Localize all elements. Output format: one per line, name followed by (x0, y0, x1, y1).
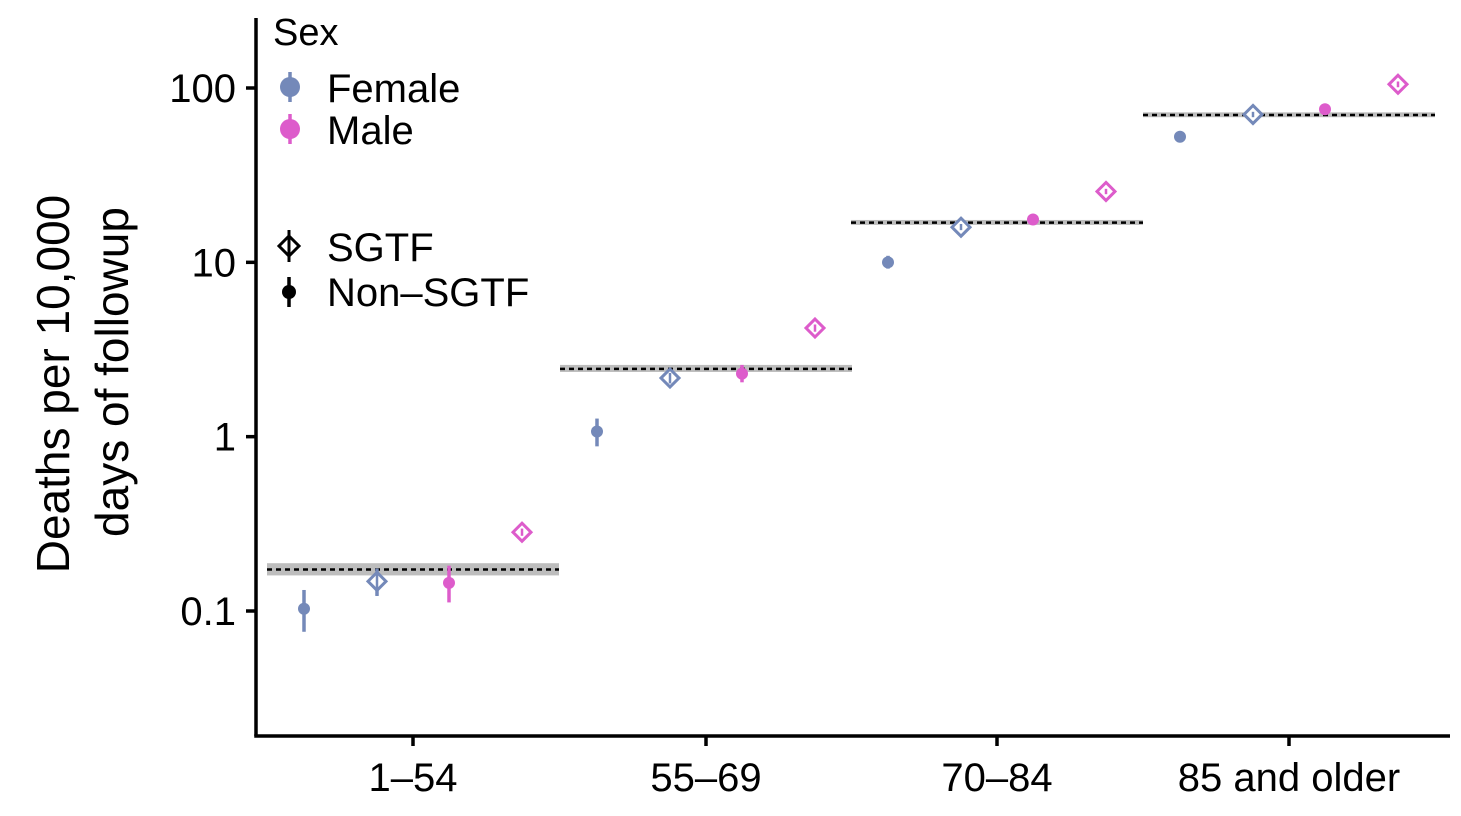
legend-label-female: Female (327, 67, 460, 111)
x-tick-label-55-69: 55–69 (650, 756, 761, 800)
point-male-non-sgtf-1-54 (443, 576, 455, 589)
legend-male-dot (280, 119, 300, 139)
point-female-non-sgtf-70-84 (882, 256, 894, 269)
point-male-non-sgtf-85-and-older (1319, 103, 1331, 116)
legend-label-male: Male (327, 109, 414, 153)
legend-key-non-sgtf (282, 277, 296, 307)
y-tick-label-1: 1 (214, 416, 236, 460)
legend-key-female (280, 72, 300, 102)
y-ticks: 0.1 1 10 100 (169, 67, 256, 634)
y-axis-title-line-1: Deaths per 10,000 (27, 195, 79, 574)
data-points (298, 73, 1410, 615)
y-tick-label-0-1: 0.1 (180, 590, 236, 634)
x-tick-label-1-54: 1–54 (369, 756, 458, 800)
point-female-non-sgtf-1-54 (298, 602, 310, 615)
x-tick-label-85-and-older: 85 and older (1178, 756, 1400, 800)
legend: Sex Female Male SGTF Non–SGTF (273, 12, 529, 315)
legend-label-non-sgtf: Non–SGTF (327, 271, 529, 315)
legend-title: Sex (273, 12, 338, 54)
reference-bands (267, 112, 1435, 576)
reference-lines (267, 113, 1435, 571)
point-female-non-sgtf-55-69 (591, 425, 603, 438)
point-female-non-sgtf-85-and-older (1174, 130, 1186, 143)
point-male-non-sgtf-70-84 (1027, 213, 1039, 226)
legend-key-sgtf (276, 230, 302, 262)
x-tick-label-70-84: 70–84 (941, 756, 1052, 800)
y-axis-title-line-2: days of followup (86, 207, 138, 537)
legend-non-sgtf-dot (282, 285, 296, 299)
point-male-non-sgtf-55-69 (736, 367, 748, 380)
y-tick-label-100: 100 (169, 67, 236, 111)
legend-female-dot (280, 77, 300, 97)
y-tick-label-10: 10 (192, 241, 237, 285)
error-bars (302, 81, 1400, 632)
x-ticks: 1–54 55–69 70–84 85 and older (369, 736, 1400, 800)
legend-label-sgtf: SGTF (327, 226, 434, 270)
legend-key-male (280, 114, 300, 144)
